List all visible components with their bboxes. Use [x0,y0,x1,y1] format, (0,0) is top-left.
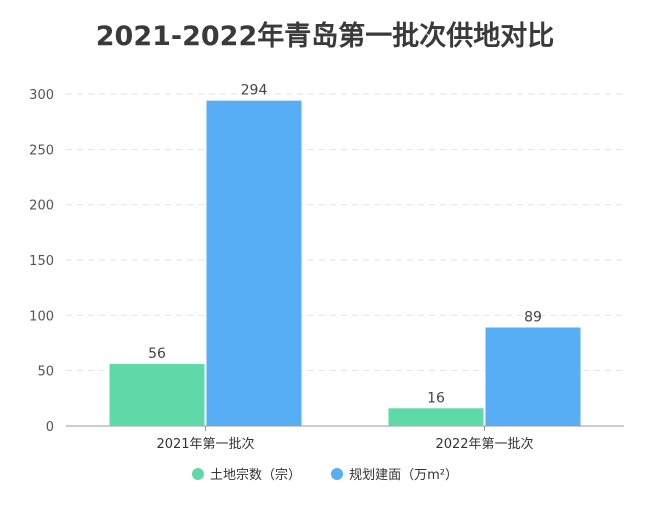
legend-swatch-land-count [192,467,205,480]
legend-item-land-count[interactable]: 土地宗数（宗） [192,464,301,483]
bar-land-count[interactable] [388,408,484,426]
x-category-label: 2021年第一批次 [156,436,254,452]
bar-chart-plot: 0 50 100 150 200 250 300 56 294 2021年第一批次 16 89 2022… [29,83,624,452]
legend-label-planned-area: 规划建面（万m²） [349,468,458,483]
bar-land-count[interactable] [109,364,205,426]
data-label: 16 [427,390,445,406]
y-tick-label: 0 [46,420,54,435]
legend-label-land-count: 土地宗数（宗） [210,468,302,483]
y-tick-label: 100 [29,309,54,324]
y-tick-label: 300 [29,88,54,103]
y-tick-label: 50 [37,365,54,380]
data-label: 56 [148,346,166,362]
bar-planned-area[interactable] [206,100,302,426]
legend-swatch-planned-area [331,467,344,480]
y-tick-label: 250 [29,143,54,158]
bar-planned-area[interactable] [485,327,581,426]
y-tick-label: 200 [29,199,54,214]
y-tick-label: 150 [29,254,54,269]
data-label: 89 [524,310,542,326]
chart-title: 2021-2022年青岛第一批次供地对比 [95,21,555,52]
legend: 土地宗数（宗） 规划建面（万m²） [0,464,650,483]
legend-item-planned-area[interactable]: 规划建面（万m²） [331,464,458,483]
data-label: 294 [241,83,268,99]
x-category-label: 2022年第一批次 [435,436,533,452]
